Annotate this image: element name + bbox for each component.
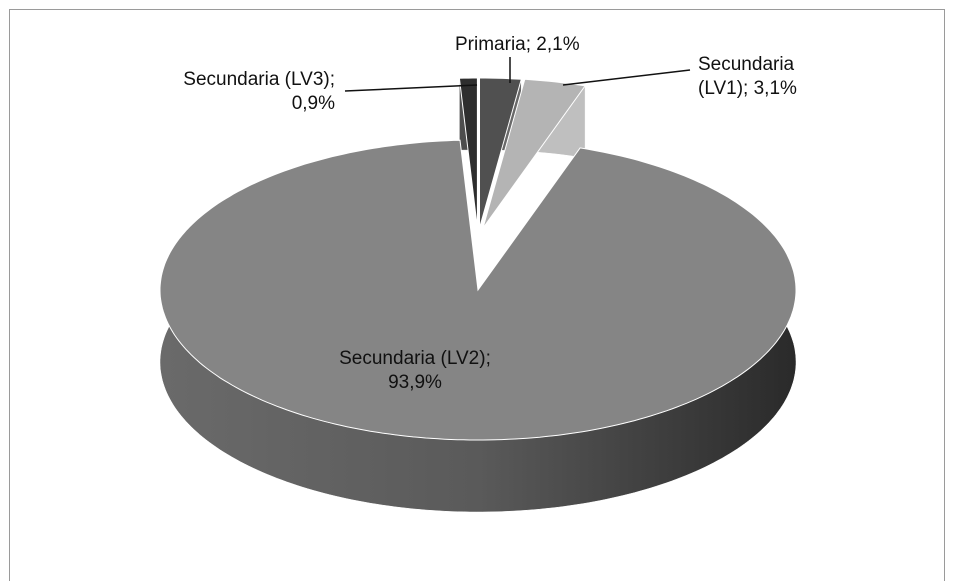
chart-border bbox=[9, 9, 945, 581]
data-label: Secundaria (LV1); 3,1% bbox=[698, 54, 797, 99]
slice bbox=[479, 77, 522, 229]
slice bbox=[482, 78, 586, 229]
data-label: Secundaria (LV3); 0,9% bbox=[183, 69, 335, 114]
leader-lines bbox=[344, 57, 691, 92]
slice-tops bbox=[159, 77, 797, 441]
slice bbox=[159, 139, 797, 441]
data-label: Primaria; 2,1% bbox=[455, 34, 580, 55]
data-label: Secundaria (LV2); 93,9% bbox=[339, 348, 491, 393]
slice bbox=[458, 77, 478, 229]
